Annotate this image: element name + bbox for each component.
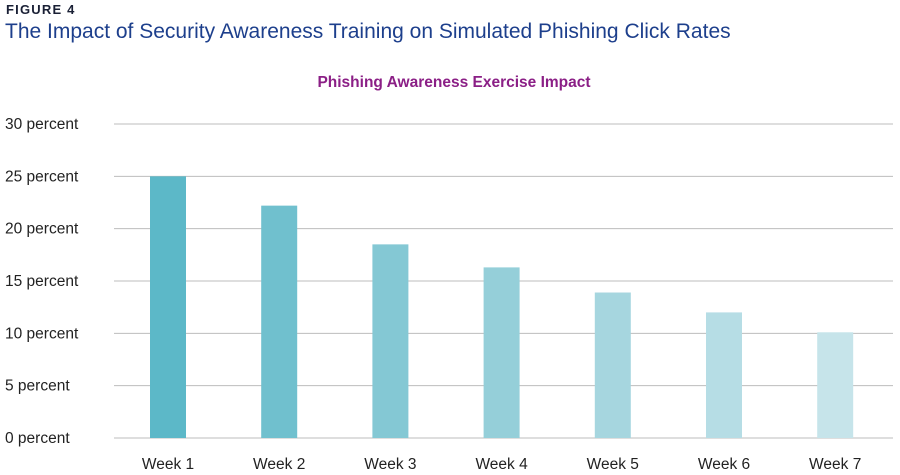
figure-title: The Impact of Security Awareness Trainin…: [5, 20, 731, 43]
bar-week-4: [483, 267, 520, 438]
y-tick-label: 10 percent: [5, 325, 79, 342]
bars: [150, 176, 854, 439]
x-tick-label: Week 5: [587, 456, 639, 473]
bar-week-2: [261, 205, 298, 438]
y-tick-label: 25 percent: [5, 168, 79, 185]
gridlines: [114, 123, 893, 439]
y-tick-label: 15 percent: [5, 273, 79, 290]
y-tick-label: 5 percent: [5, 378, 70, 395]
bar-week-6: [706, 312, 742, 438]
bar-week-1: [150, 176, 186, 439]
y-tick-label: 0 percent: [5, 430, 70, 447]
y-tick-label: 20 percent: [5, 221, 79, 238]
y-tick-label: 30 percent: [5, 116, 79, 133]
x-tick-label: Week 6: [698, 456, 750, 473]
x-tick-label: Week 1: [142, 456, 194, 473]
chart-title: Phishing Awareness Exercise Impact: [317, 74, 590, 91]
x-tick-label: Week 7: [809, 456, 861, 473]
x-tick-label: Week 4: [475, 456, 528, 473]
x-tick-label: Week 3: [364, 456, 416, 473]
x-tick-label: Week 2: [253, 456, 305, 473]
x-axis-tick-labels: Week 1 Week 2 Week 3 Week 4 Week 5 Week 6 Week…: [142, 456, 861, 473]
bar-week-7: [817, 332, 854, 438]
y-axis-tick-labels: 0 percent 5 percent 10 percent 15 percent 20…: [5, 116, 79, 447]
bar-week-5: [594, 292, 631, 438]
figure-label: FIGURE 4: [6, 2, 76, 17]
bar-week-3: [372, 244, 409, 438]
